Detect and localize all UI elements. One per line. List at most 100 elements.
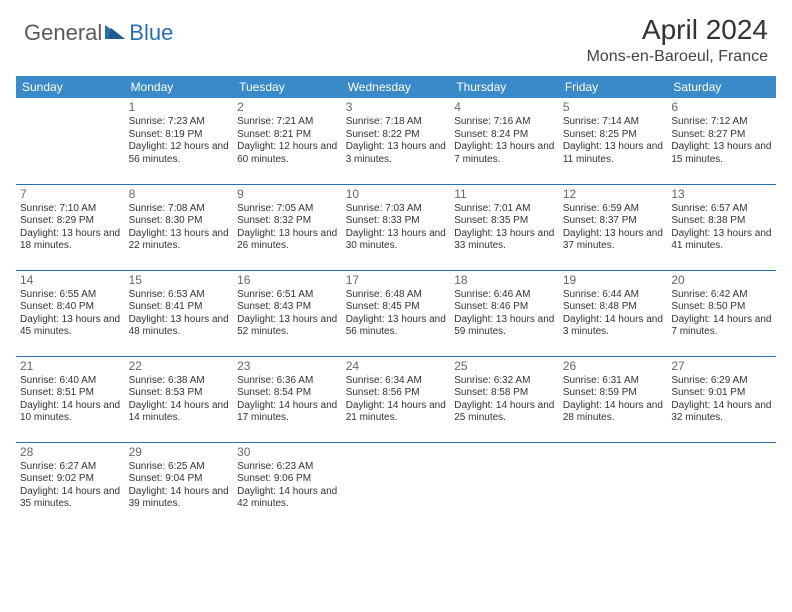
sunrise-text: Sunrise: 6:44 AM: [563, 289, 664, 302]
daylight-text: Daylight: 14 hours and 35 minutes.: [20, 486, 121, 511]
sunrise-text: Sunrise: 6:31 AM: [563, 375, 664, 388]
brand-part1: General: [24, 20, 102, 46]
day-number: 9: [237, 187, 338, 202]
sunset-text: Sunset: 8:43 PM: [237, 301, 338, 314]
sunrise-text: Sunrise: 7:12 AM: [671, 116, 772, 129]
day-number: 2: [237, 100, 338, 115]
sunset-text: Sunset: 8:35 PM: [454, 215, 555, 228]
sunset-text: Sunset: 8:24 PM: [454, 129, 555, 142]
sunrise-text: Sunrise: 6:34 AM: [346, 375, 447, 388]
day-number: 14: [20, 273, 121, 288]
daylight-text: Daylight: 13 hours and 15 minutes.: [671, 141, 772, 166]
day-cell: 30Sunrise: 6:23 AMSunset: 9:06 PMDayligh…: [233, 442, 342, 528]
sunrise-text: Sunrise: 7:08 AM: [129, 203, 230, 216]
day-cell: 29Sunrise: 6:25 AMSunset: 9:04 PMDayligh…: [125, 442, 234, 528]
location-label: Mons-en-Baroeul, France: [587, 48, 768, 66]
day-cell: [667, 442, 776, 528]
sunrise-text: Sunrise: 7:16 AM: [454, 116, 555, 129]
day-cell: [342, 442, 451, 528]
day-cell: 23Sunrise: 6:36 AMSunset: 8:54 PMDayligh…: [233, 356, 342, 442]
day-cell: 22Sunrise: 6:38 AMSunset: 8:53 PMDayligh…: [125, 356, 234, 442]
day-number: 18: [454, 273, 555, 288]
week-row: 14Sunrise: 6:55 AMSunset: 8:40 PM Dayligh…: [16, 270, 776, 356]
day-cell: 7Sunrise: 7:10 AMSunset: 8:29 PMDaylight…: [16, 184, 125, 270]
sunrise-text: Sunrise: 6:40 AM: [20, 375, 121, 388]
daylight-text: Daylight: 14 hours and 14 minutes.: [129, 400, 230, 425]
daylight-text: Daylight: 14 hours and 3 minutes.: [563, 314, 664, 339]
daylight-text: Daylight: 13 hours and 7 minutes.: [454, 141, 555, 166]
brand-logo: General Blue: [24, 20, 173, 46]
sunrise-text: Sunrise: 6:57 AM: [671, 203, 772, 216]
sunset-text: Sunset: 9:01 PM: [671, 387, 772, 400]
sunset-text: Sunset: 8:59 PM: [563, 387, 664, 400]
daylight-text: Daylight: 13 hours and 18 minutes.: [20, 228, 121, 253]
day-header: Sunday: [16, 76, 125, 98]
day-cell: 20Sunrise: 6:42 AMSunset: 8:50 PMDayligh…: [667, 270, 776, 356]
sunrise-text: Sunrise: 7:10 AM: [20, 203, 121, 216]
day-cell: 28Sunrise: 6:27 AMSunset: 9:02 PMDayligh…: [16, 442, 125, 528]
day-header-row: Sunday Monday Tuesday Wednesday Thursday…: [16, 76, 776, 98]
day-number: 25: [454, 359, 555, 374]
daylight-text: Daylight: 13 hours and 56 minutes.: [346, 314, 447, 339]
sunrise-text: Sunrise: 6:42 AM: [671, 289, 772, 302]
day-number: 27: [671, 359, 772, 374]
day-header: Friday: [559, 76, 668, 98]
sunset-text: Sunset: 9:04 PM: [129, 473, 230, 486]
daylight-text: Daylight: 13 hours and 26 minutes.: [237, 228, 338, 253]
day-number: 24: [346, 359, 447, 374]
day-cell: 5Sunrise: 7:14 AMSunset: 8:25 PMDaylight…: [559, 98, 668, 184]
day-number: 5: [563, 100, 664, 115]
sunset-text: Sunset: 8:33 PM: [346, 215, 447, 228]
week-row: 7Sunrise: 7:10 AMSunset: 8:29 PMDaylight…: [16, 184, 776, 270]
sunset-text: Sunset: 8:22 PM: [346, 129, 447, 142]
day-cell: 19Sunrise: 6:44 AMSunset: 8:48 PMDayligh…: [559, 270, 668, 356]
day-number: 20: [671, 273, 772, 288]
day-cell: 13Sunrise: 6:57 AMSunset: 8:38 PMDayligh…: [667, 184, 776, 270]
day-cell: 3Sunrise: 7:18 AMSunset: 8:22 PMDaylight…: [342, 98, 451, 184]
sunrise-text: Sunrise: 6:53 AM: [129, 289, 230, 302]
sunrise-text: Sunrise: 6:38 AM: [129, 375, 230, 388]
week-row: 21Sunrise: 6:40 AMSunset: 8:51 PMDayligh…: [16, 356, 776, 442]
day-number: 28: [20, 445, 121, 460]
daylight-text: Daylight: 14 hours and 17 minutes.: [237, 400, 338, 425]
daylight-text: Daylight: 14 hours and 42 minutes.: [237, 486, 338, 511]
sunset-text: Sunset: 8:48 PM: [563, 301, 664, 314]
sunrise-text: Sunrise: 6:27 AM: [20, 461, 121, 474]
sunrise-text: Sunrise: 7:23 AM: [129, 116, 230, 129]
day-cell: 15Sunrise: 6:53 AMSunset: 8:41 PMDayligh…: [125, 270, 234, 356]
sunrise-text: Sunrise: 6:55 AM: [20, 289, 121, 302]
week-row: 1Sunrise: 7:23 AMSunset: 8:19 PMDaylight…: [16, 98, 776, 184]
month-title: April 2024: [587, 14, 768, 46]
daylight-text: Daylight: 13 hours and 48 minutes.: [129, 314, 230, 339]
sunset-text: Sunset: 8:27 PM: [671, 129, 772, 142]
sunrise-text: Sunrise: 6:29 AM: [671, 375, 772, 388]
calendar-table: Sunday Monday Tuesday Wednesday Thursday…: [16, 76, 776, 528]
daylight-text: Daylight: 13 hours and 41 minutes.: [671, 228, 772, 253]
day-cell: 1Sunrise: 7:23 AMSunset: 8:19 PMDaylight…: [125, 98, 234, 184]
daylight-text: Daylight: 14 hours and 10 minutes.: [20, 400, 121, 425]
day-number: 17: [346, 273, 447, 288]
sunrise-text: Sunrise: 6:48 AM: [346, 289, 447, 302]
calendar-body: 1Sunrise: 7:23 AMSunset: 8:19 PMDaylight…: [16, 98, 776, 528]
day-number: 12: [563, 187, 664, 202]
sunset-text: Sunset: 8:56 PM: [346, 387, 447, 400]
sunrise-text: Sunrise: 7:01 AM: [454, 203, 555, 216]
daylight-text: Daylight: 13 hours and 11 minutes.: [563, 141, 664, 166]
sunset-text: Sunset: 8:46 PM: [454, 301, 555, 314]
sunrise-text: Sunrise: 6:59 AM: [563, 203, 664, 216]
day-number: 7: [20, 187, 121, 202]
sunset-text: Sunset: 8:50 PM: [671, 301, 772, 314]
sunset-text: Sunset: 8:40 PM: [20, 301, 121, 314]
day-header: Wednesday: [342, 76, 451, 98]
day-number: 21: [20, 359, 121, 374]
sunset-text: Sunset: 8:25 PM: [563, 129, 664, 142]
day-number: 23: [237, 359, 338, 374]
day-cell: 16Sunrise: 6:51 AMSunset: 8:43 PMDayligh…: [233, 270, 342, 356]
day-cell: 8Sunrise: 7:08 AMSunset: 8:30 PMDaylight…: [125, 184, 234, 270]
title-block: April 2024 Mons-en-Baroeul, France: [587, 14, 768, 66]
daylight-text: Daylight: 14 hours and 32 minutes.: [671, 400, 772, 425]
day-cell: [16, 98, 125, 184]
sunset-text: Sunset: 8:58 PM: [454, 387, 555, 400]
daylight-text: Daylight: 14 hours and 39 minutes.: [129, 486, 230, 511]
day-cell: 10Sunrise: 7:03 AMSunset: 8:33 PMDayligh…: [342, 184, 451, 270]
